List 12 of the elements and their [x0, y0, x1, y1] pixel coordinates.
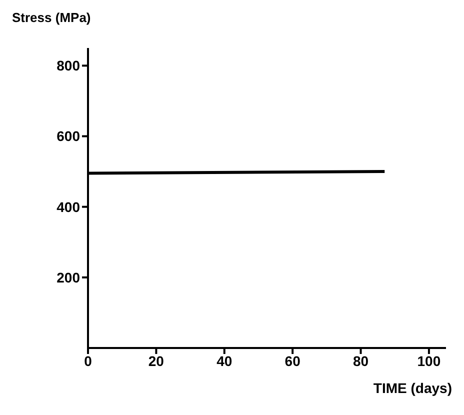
y-tick-label: 200 — [56, 269, 80, 286]
y-axis-title: Stress (MPa) — [12, 10, 91, 25]
x-tick-label: 100 — [417, 352, 441, 369]
x-axis-title: TIME (days) — [373, 380, 452, 396]
y-tick-label: 600 — [56, 128, 80, 144]
x-tick-label: 40 — [216, 352, 232, 369]
x-tick-label: 60 — [284, 352, 301, 369]
x-tick-label: 80 — [352, 352, 369, 369]
x-tick-label: 0 — [84, 352, 92, 369]
x-tick-label: 20 — [148, 352, 164, 369]
y-tick-label: 400 — [56, 198, 80, 215]
y-tick-label: 800 — [56, 58, 80, 74]
